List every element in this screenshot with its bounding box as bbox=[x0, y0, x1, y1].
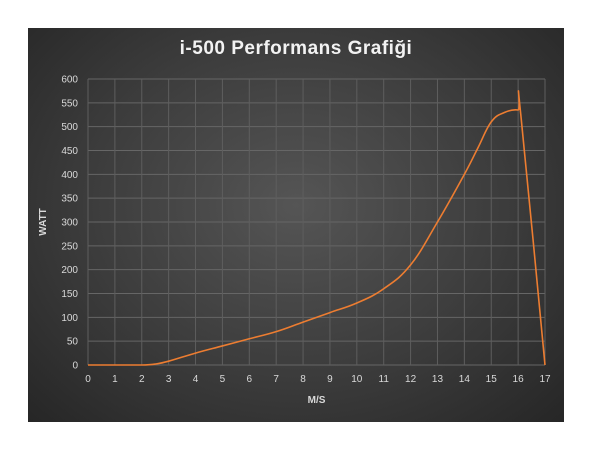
x-tick-label: 6 bbox=[247, 374, 253, 385]
x-tick-label: 5 bbox=[220, 374, 226, 385]
x-tick-label: 15 bbox=[486, 374, 498, 385]
x-tick-label: 0 bbox=[85, 374, 91, 385]
x-tick-label: 16 bbox=[513, 374, 525, 385]
x-tick-label: 13 bbox=[432, 374, 444, 385]
x-tick-label: 10 bbox=[351, 374, 363, 385]
x-tick-label: 4 bbox=[193, 374, 199, 385]
y-tick-label: 150 bbox=[61, 289, 78, 300]
x-tick-label: 8 bbox=[300, 374, 306, 385]
y-tick-label: 200 bbox=[61, 265, 78, 276]
y-tick-label: 550 bbox=[61, 98, 78, 109]
x-tick-label: 1 bbox=[112, 374, 118, 385]
x-tick-label: 2 bbox=[139, 374, 145, 385]
y-tick-label: 300 bbox=[61, 218, 78, 229]
y-tick-label: 500 bbox=[61, 122, 78, 133]
y-tick-label: 250 bbox=[61, 241, 78, 252]
y-tick-label: 0 bbox=[72, 361, 78, 372]
y-tick-label: 400 bbox=[61, 170, 78, 181]
x-axis-label: M/S bbox=[308, 395, 326, 406]
x-tick-label: 7 bbox=[273, 374, 279, 385]
y-tick-label: 450 bbox=[61, 146, 78, 157]
y-tick-label: 50 bbox=[67, 337, 79, 348]
y-tick-label: 350 bbox=[61, 194, 78, 205]
x-tick-label: 11 bbox=[379, 374, 390, 385]
y-axis-label: WATT bbox=[38, 208, 49, 236]
x-tick-label: 12 bbox=[405, 374, 417, 385]
chart-title: i-500 Performans Grafiği bbox=[179, 38, 413, 59]
x-tick-label: 3 bbox=[166, 374, 172, 385]
x-tick-label: 14 bbox=[459, 374, 471, 385]
series-line bbox=[87, 90, 546, 366]
y-tick-label: 600 bbox=[61, 75, 78, 86]
x-tick-label: 9 bbox=[327, 374, 333, 385]
x-tick-label: 17 bbox=[539, 374, 551, 385]
chart-card: i-500 Performans Grafiği 0 50 100 150 200 250… bbox=[28, 28, 564, 422]
y-tick-label: 100 bbox=[61, 313, 78, 324]
